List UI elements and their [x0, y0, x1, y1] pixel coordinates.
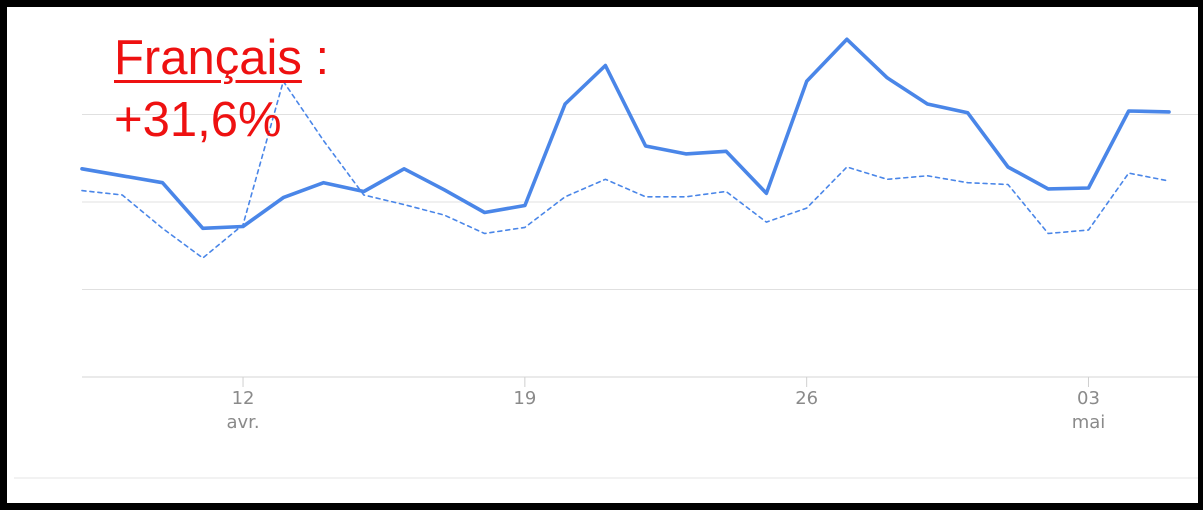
x-tick-label: 03 — [1077, 388, 1100, 409]
series-line-previous-period — [81, 80, 1170, 259]
audience-overview-link[interactable]: AUDIENCE (VUE D'ENSEMBLE) — [855, 501, 1127, 503]
language-label: Français — [114, 31, 302, 85]
period-label: Les 28 derniers jours — [67, 501, 255, 503]
x-tick-label: 12 — [232, 388, 255, 409]
x-tick-label: 19 — [513, 388, 536, 409]
x-tick-month-label: avr. — [226, 412, 259, 433]
gridlines — [14, 114, 1198, 479]
x-tick-month-label: mai — [1072, 412, 1106, 433]
line-chart: 12 avr. 19 26 03 mai — [14, 37, 1198, 479]
chart-series — [80, 37, 1171, 259]
change-percent: +31,6% — [114, 93, 282, 147]
series-line-current-period — [80, 37, 1171, 231]
x-tick-label: 26 — [795, 388, 818, 409]
language-change-annotation: Français : +31,6% — [114, 27, 329, 151]
language-separator: : — [301, 31, 330, 85]
x-axis-ticks: 12 avr. 19 26 03 mai — [226, 377, 1105, 433]
